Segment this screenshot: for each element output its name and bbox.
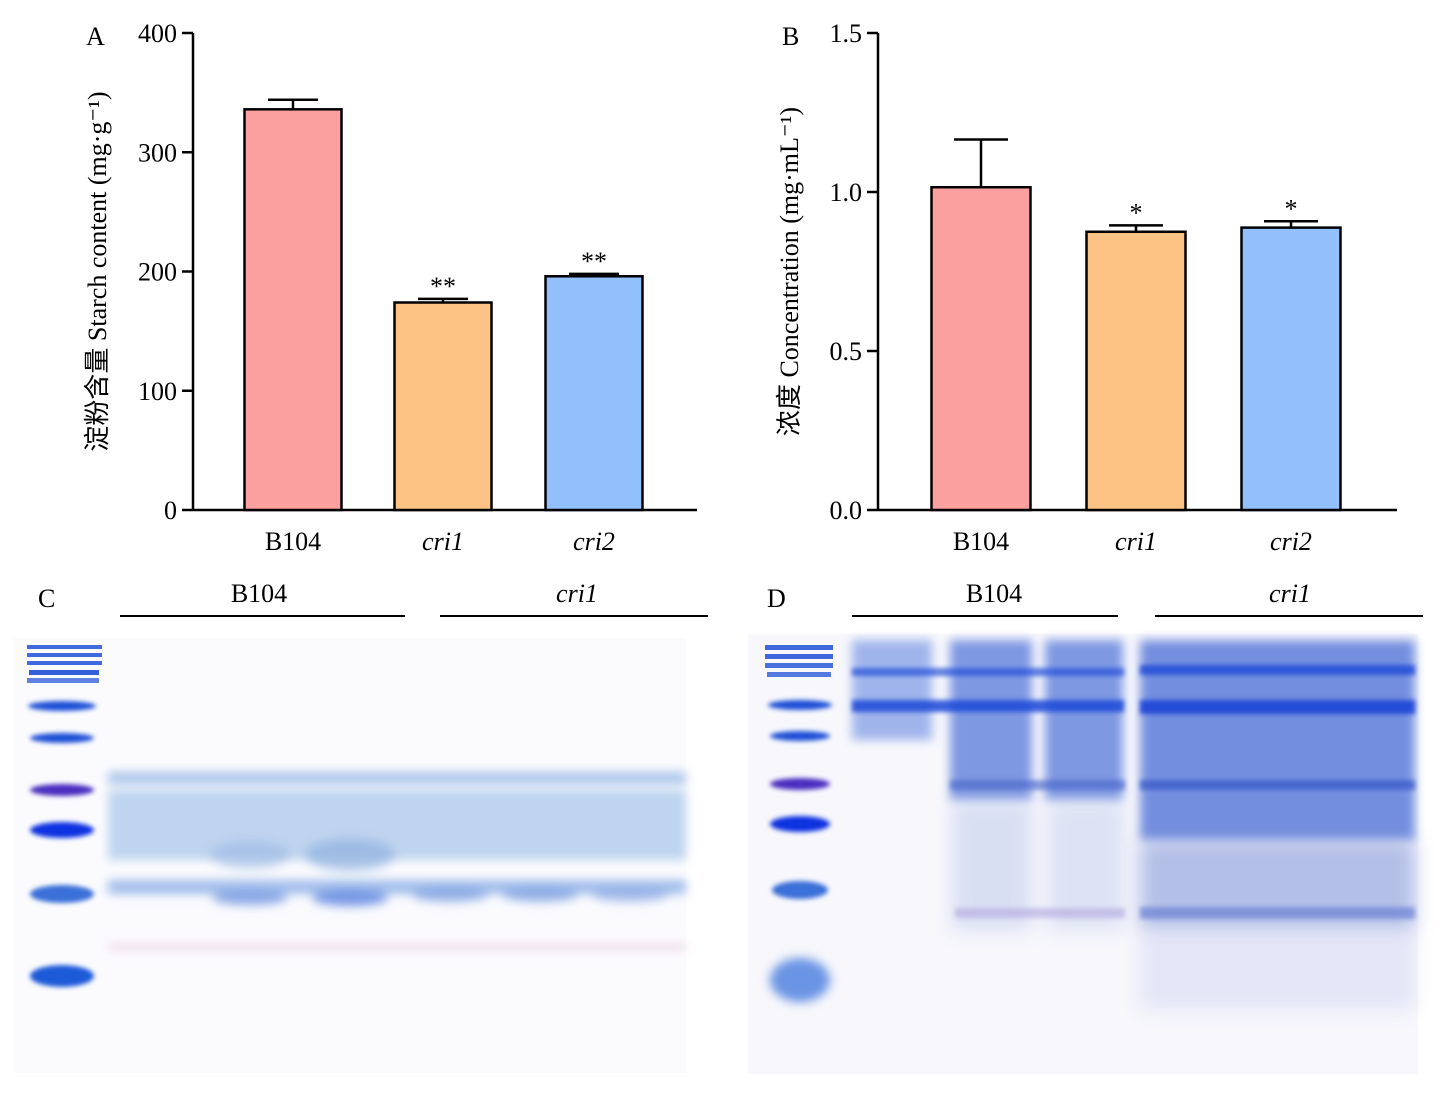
chart-b-y-tick-label: 1.0 [830,178,863,207]
chart-b-y-tick-label: 1.5 [830,19,863,48]
chart-a-bar-cri1 [393,301,493,512]
chart-a-category-label: cri2 [573,527,615,556]
chart-b-bar-cri2 [1240,226,1342,512]
gel-c-right-group-label: cri1 [556,579,598,608]
chart-a-significance-marker: ** [581,247,607,276]
gel-d-left-group-label: B104 [966,579,1022,608]
chart-a-significance-marker: ** [430,272,456,301]
gel-d-ladder [765,645,833,1002]
chart-b-y-tick-label: 0.0 [830,496,863,525]
gel-c: C B104 cri1 [14,579,708,1073]
chart-a-panel-letter: A [86,22,105,51]
chart-b-category-label: cri1 [1115,527,1157,556]
gel-d: D B104 cri1 [748,579,1423,1074]
chart-a-category-label: cri1 [422,527,464,556]
chart-a-y-tick-label: 200 [138,258,177,287]
gel-c-sample-bands [108,772,686,950]
chart-a: A 0 100 200 300 400 淀粉含量 Starch content (mg·g⁻… [83,19,697,556]
gel-c-left-group-label: B104 [231,579,287,608]
chart-a-bar-cri2 [544,275,644,512]
chart-b-bar-b104 [930,185,1032,512]
chart-a-category-label: B104 [265,527,321,556]
chart-a-y-tick-label: 400 [138,19,177,48]
chart-a-y-tick-label: 300 [138,138,177,167]
chart-b-panel-letter: B [782,22,799,51]
chart-b-category-label: cri2 [1270,527,1312,556]
chart-a-y-tick-label: 100 [138,377,177,406]
gel-c-ladder [27,645,102,987]
chart-a-y-axis-label: 淀粉含量 Starch content (mg·g⁻¹) [83,91,112,451]
chart-a-y-tick-label: 0 [164,496,177,525]
chart-b-bar-cri1 [1085,230,1187,512]
gel-d-sample-bands [852,640,1415,1010]
chart-b: B 0.0 0.5 1.0 1.5 浓度 Concentration (mg·mL⁻¹) B… [775,19,1397,556]
chart-b-significance-marker: * [1130,198,1143,227]
chart-b-y-tick-label: 0.5 [830,337,863,366]
chart-b-y-axis-label: 浓度 Concentration (mg·mL⁻¹) [775,107,804,436]
gel-d-panel-letter: D [767,584,786,613]
gel-c-panel-letter: C [38,584,55,613]
chart-a-bar-b104 [243,108,343,512]
chart-b-category-label: B104 [953,527,1009,556]
gel-d-right-group-label: cri1 [1269,579,1311,608]
chart-b-significance-marker: * [1285,194,1298,223]
